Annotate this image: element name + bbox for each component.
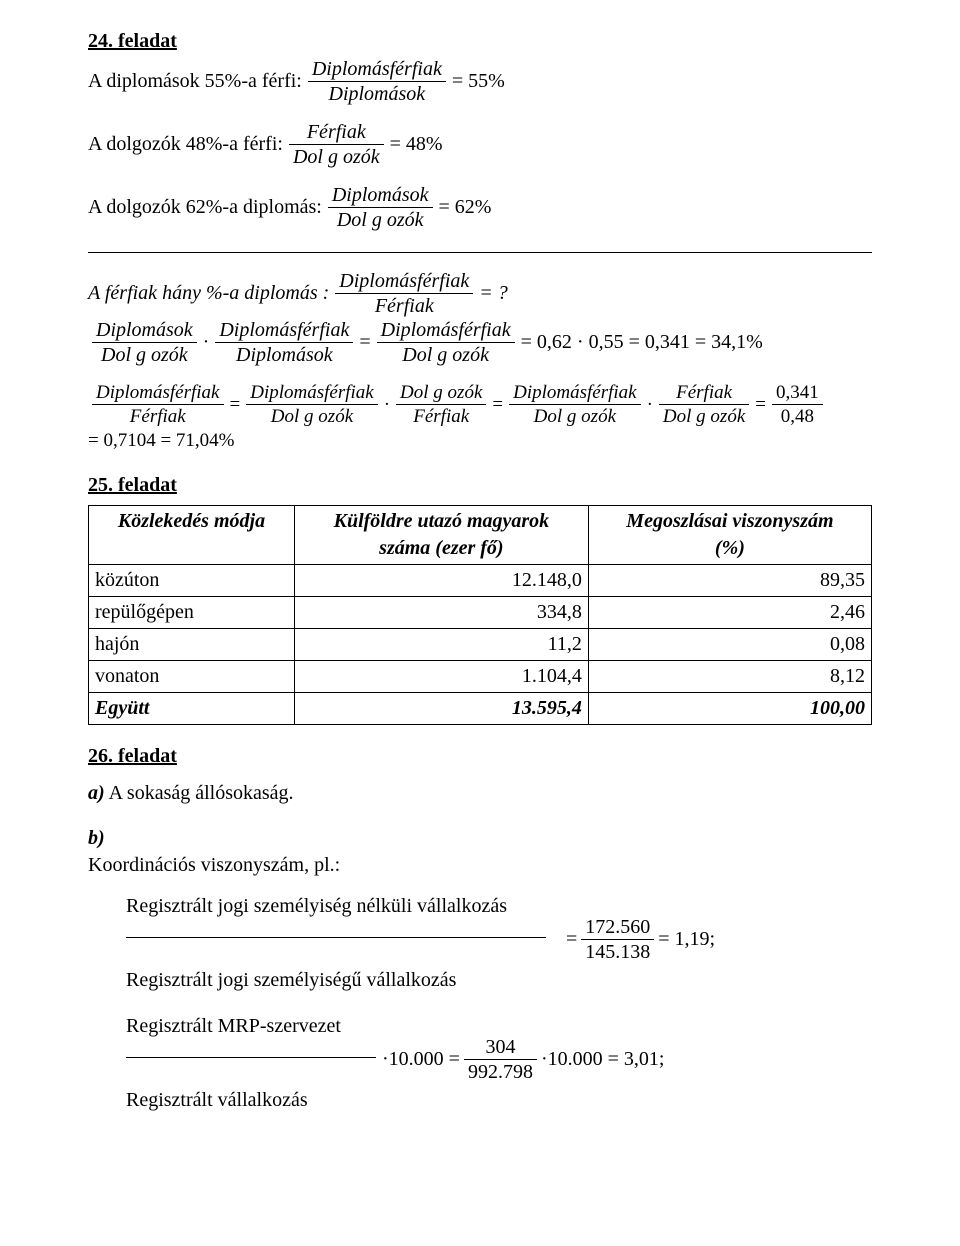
kv2-bot-label: Regisztrált vállalkozás — [126, 1087, 308, 1114]
eq-question: A férfiak hány %-a diplomás : Diplomásfé… — [88, 271, 872, 316]
fraction: Diplomásférfiak Férfiak — [92, 383, 224, 426]
fraction: Dol g ozók Férfiak — [396, 383, 486, 426]
op-dot: · — [384, 392, 390, 418]
text: A dolgozók 62%-a diplomás: — [88, 194, 322, 221]
eq-sign: = — [359, 329, 370, 356]
kv2-rhs: ·10.000 = 304 992.798 ·10.000 = 3,01; — [382, 1037, 664, 1082]
text: A férfiak hány %-a diplomás : — [88, 280, 329, 307]
fraction: Diplomásférfiak Dol g ozók — [377, 320, 515, 365]
transport-table: Közlekedés módja Külföldre utazó magyaro… — [88, 505, 872, 725]
fraction-bar — [126, 937, 546, 938]
fraction: Férfiak Dol g ozók — [289, 122, 384, 167]
text: A dolgozók 48%-a férfi: — [88, 131, 283, 158]
heading-24: 24. feladat — [88, 28, 872, 55]
fraction: Diplomásférfiak Diplomások — [308, 59, 446, 104]
kv1-bot-label: Regisztrált jogi személyiségű vállalkozá… — [126, 967, 456, 994]
eq-sign: = — [230, 392, 241, 418]
fraction: Diplomások Dol g ozók — [328, 185, 433, 230]
fraction: Diplomások Dol g ozók — [92, 320, 197, 365]
fraction: Diplomásférfiak Dol g ozók — [509, 383, 641, 426]
fraction: 0,341 0,48 — [772, 383, 823, 426]
table-row: repülőgépen 334,8 2,46 — [89, 596, 872, 628]
eq-55pct: A diplomások 55%-a férfi: Diplomásférfia… — [88, 59, 872, 104]
eq-48pct: A dolgozók 48%-a férfi: Férfiak Dol g oz… — [88, 122, 872, 167]
eq-62pct: A dolgozók 62%-a diplomás: Diplomások Do… — [88, 185, 872, 230]
th-share: Megoszlásai viszonyszám (%) — [588, 505, 871, 564]
heading-25: 25. feladat — [88, 472, 872, 499]
para-a: a) A sokaság állósokaság. — [88, 780, 872, 807]
table-row: vonaton 1.104,4 8,12 — [89, 660, 872, 692]
kv2-top-label: Regisztrált MRP-szervezet — [126, 1013, 341, 1040]
eq-product-1: Diplomások Dol g ozók · Diplomásférfiak … — [88, 320, 872, 365]
rhs: = 55% — [452, 68, 505, 95]
heading-26: 26. feladat — [88, 743, 872, 770]
rhs: = 62% — [439, 194, 492, 221]
eq-sign: = — [755, 392, 766, 418]
fraction: 172.560 145.138 — [581, 917, 654, 962]
rhs: = 0,62 · 0,55 = 0,341 = 34,1% — [521, 329, 763, 356]
fraction: 304 992.798 — [464, 1037, 537, 1082]
op-dot: · — [647, 392, 653, 418]
op-dot: · — [203, 329, 210, 356]
fraction: Férfiak Dol g ozók — [659, 383, 749, 426]
table-row-total: Együtt 13.595,4 100,00 — [89, 692, 872, 724]
document-page: 24. feladat A diplomások 55%-a férfi: Di… — [0, 0, 960, 1246]
rhs: = 48% — [390, 131, 443, 158]
kv1-rhs: = 172.560 145.138 = 1,19; — [566, 917, 715, 962]
fraction: Diplomásférfiak Férfiak — [335, 271, 473, 316]
table-row: hajón 11,2 0,08 — [89, 628, 872, 660]
kv1-top-label: Regisztrált jogi személyiség nélküli vál… — [126, 893, 507, 920]
rhs: = ? — [479, 280, 508, 307]
eq-sign: = — [492, 392, 503, 418]
fraction: Diplomásférfiak Dol g ozók — [246, 383, 378, 426]
th-mode: Közlekedés módja — [89, 505, 295, 564]
section-divider — [88, 252, 872, 253]
fraction-bar — [126, 1057, 376, 1058]
table-row: közúton 12.148,0 89,35 — [89, 564, 872, 596]
eq-product-2: Diplomásférfiak Férfiak = Diplomásférfia… — [88, 383, 872, 454]
kv-ratio-1: Regisztrált jogi személyiség nélküli vál… — [126, 893, 872, 1003]
kv-ratio-2: Regisztrált MRP-szervezet Regisztrált vá… — [126, 1013, 872, 1123]
fraction: Diplomásférfiak Diplomások — [215, 320, 353, 365]
para-b: b) Koordinációs viszonyszám, pl.: — [88, 825, 872, 879]
text: A diplomások 55%-a férfi: — [88, 68, 302, 95]
th-count: Külföldre utazó magyarok száma (ezer fő) — [294, 505, 588, 564]
rhs: = 0,7104 = 71,04% — [88, 428, 235, 454]
